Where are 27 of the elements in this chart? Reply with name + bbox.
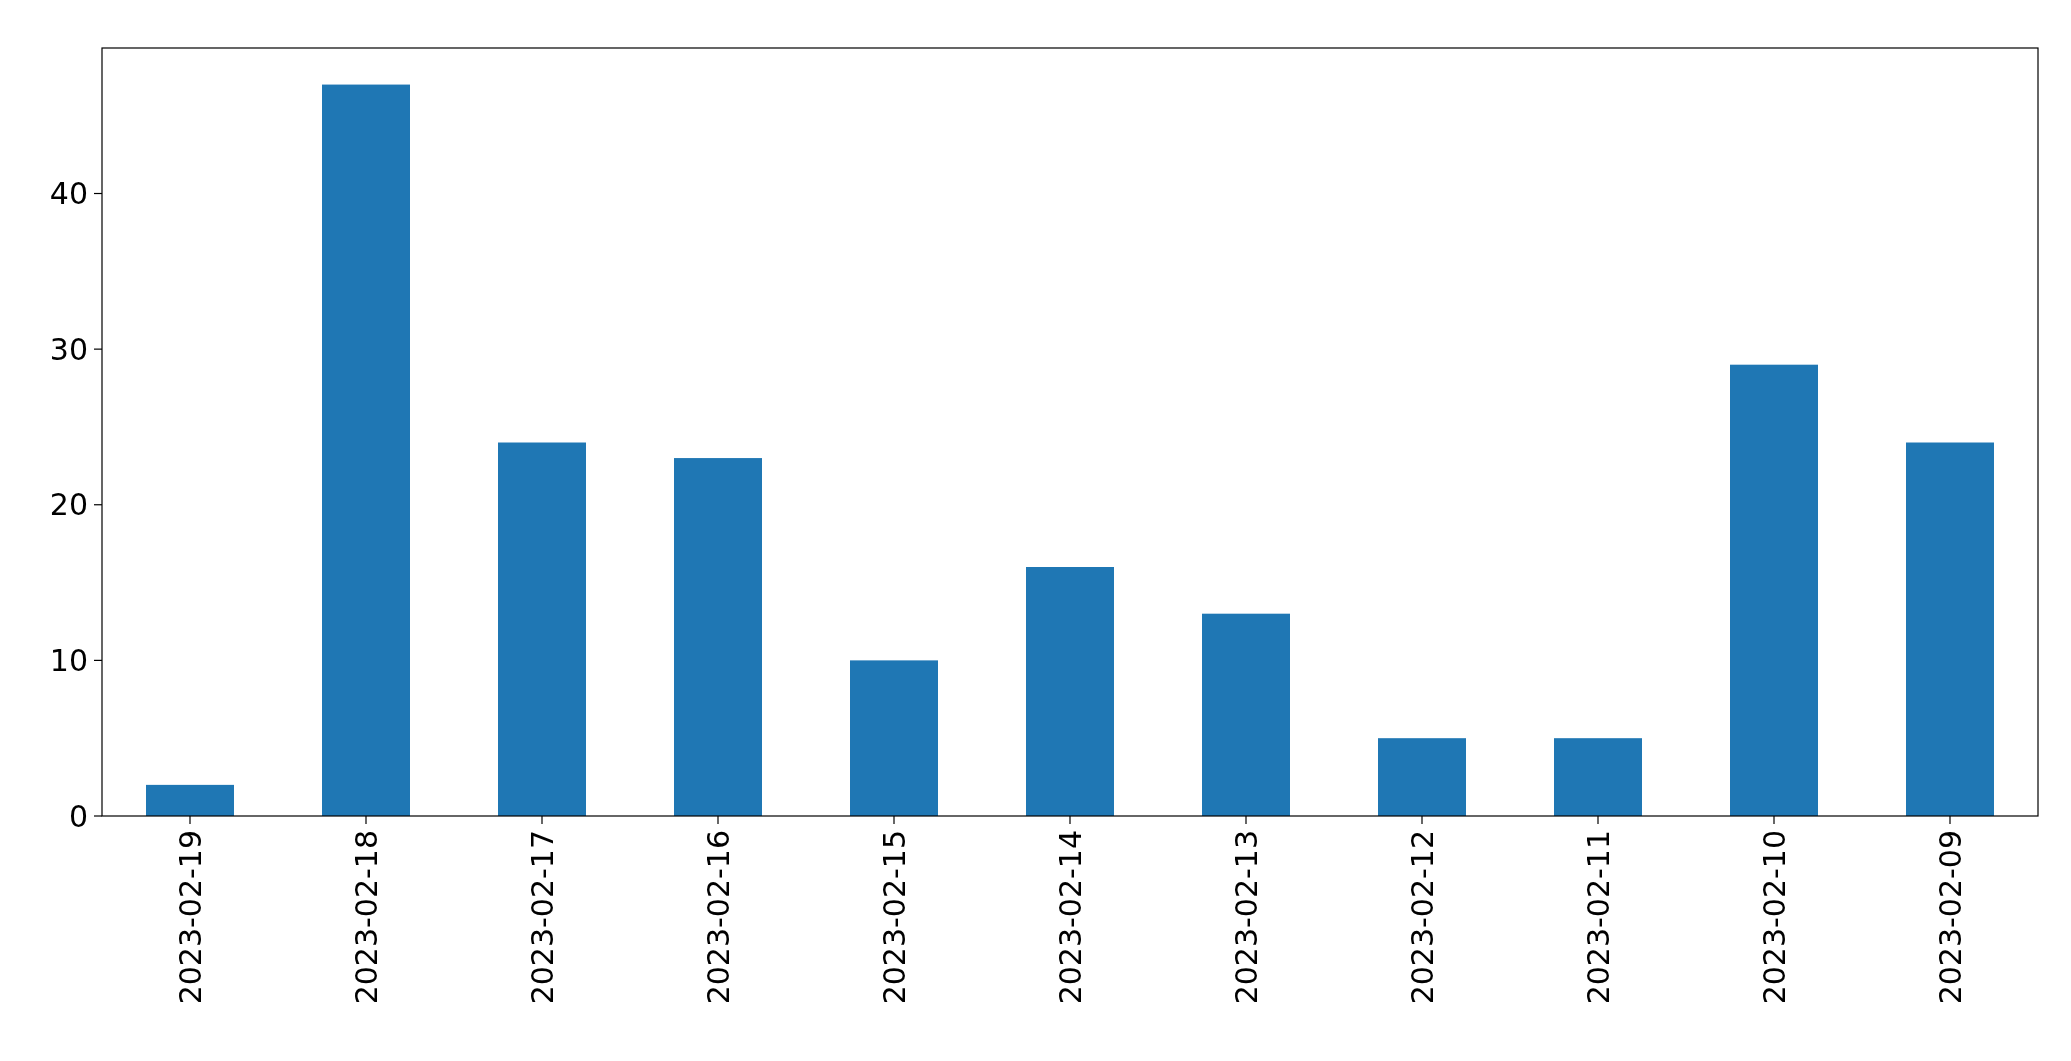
bar <box>322 84 410 816</box>
y-tick-label: 0 <box>68 798 88 834</box>
bar <box>850 660 938 816</box>
x-tick-label: 2023-02-14 <box>1052 830 1088 1005</box>
x-tick-label: 2023-02-10 <box>1756 830 1792 1005</box>
bar <box>1378 738 1466 816</box>
x-tick-label: 2023-02-12 <box>1404 830 1440 1005</box>
x-tick-label: 2023-02-19 <box>172 830 208 1005</box>
x-tick-label: 2023-02-15 <box>876 830 912 1005</box>
x-tick-label: 2023-02-17 <box>524 830 560 1005</box>
bar <box>1202 613 1290 816</box>
y-tick-label: 40 <box>49 176 88 212</box>
bar <box>674 458 762 816</box>
bar <box>498 442 586 816</box>
x-tick-label: 2023-02-18 <box>348 830 384 1005</box>
bar <box>1026 567 1114 816</box>
y-tick-label: 20 <box>49 487 88 523</box>
y-tick-label: 30 <box>49 331 88 367</box>
x-tick-label: 2023-02-09 <box>1932 830 1968 1005</box>
bar <box>1730 364 1818 816</box>
bar <box>1554 738 1642 816</box>
bar <box>146 784 234 816</box>
bar <box>1906 442 1994 816</box>
x-tick-label: 2023-02-16 <box>700 830 736 1005</box>
x-tick-label: 2023-02-13 <box>1228 830 1264 1005</box>
x-tick-label: 2023-02-11 <box>1580 830 1616 1005</box>
y-tick-label: 10 <box>49 642 88 678</box>
